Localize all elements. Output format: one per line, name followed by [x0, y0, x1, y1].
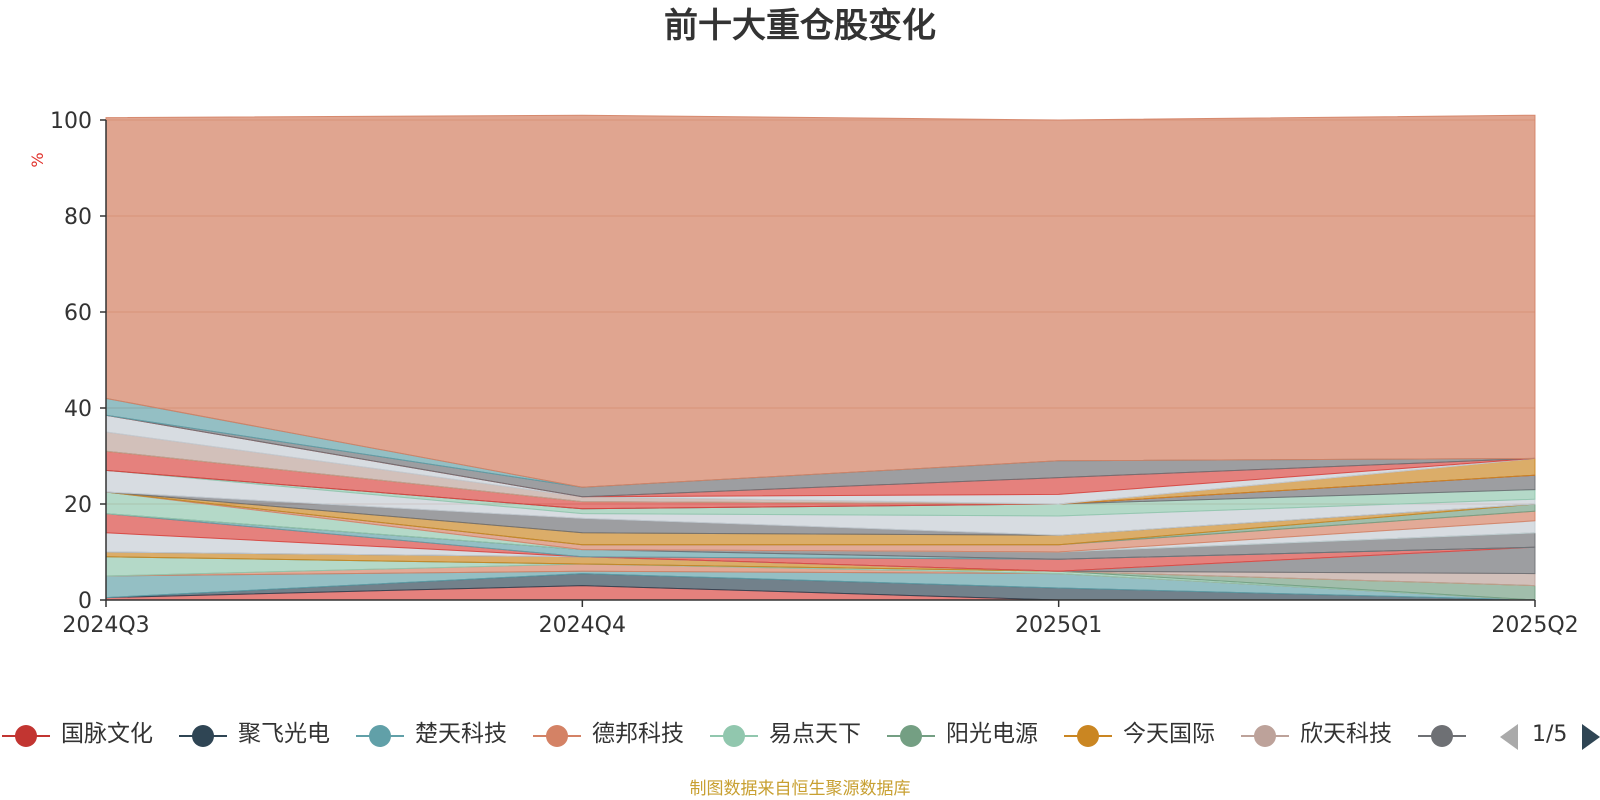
- legend-item-label: 阳光电源: [946, 721, 1038, 747]
- chart-title: 前十大重仓股变化: [664, 6, 936, 46]
- y-tick-label: 0: [78, 589, 92, 614]
- legend-marker-icon: [2, 725, 50, 747]
- legend-item[interactable]: 德邦科技: [531, 715, 704, 755]
- x-tick-label: 2025Q1: [1015, 613, 1102, 638]
- legend-item[interactable]: 阳光电源: [885, 715, 1058, 755]
- legend-page-indicator: 1/5: [1532, 722, 1568, 747]
- y-tick-label: 20: [64, 493, 92, 518]
- legend-item[interactable]: 聚飞光电: [177, 715, 350, 755]
- y-tick-label: 100: [50, 109, 92, 134]
- legend-item-label: 欣天科技: [1300, 721, 1392, 747]
- legend-marker-icon: [1064, 725, 1112, 747]
- legend-item-label: 今天国际: [1123, 721, 1215, 747]
- legend-item-label: 易点天下: [769, 721, 861, 747]
- y-axis-unit-label: %: [28, 152, 47, 167]
- legend-item-label: |: [1477, 715, 1478, 753]
- legend-item[interactable]: 楚天科技: [354, 715, 527, 755]
- y-tick-label: 80: [64, 205, 92, 230]
- legend-marker-icon: [1241, 725, 1289, 747]
- legend-marker-icon: [1418, 725, 1466, 747]
- legend-marker-icon: [887, 725, 935, 747]
- legend-item[interactable]: 欣天科技: [1239, 715, 1412, 755]
- legend-item-label: 楚天科技: [415, 721, 507, 747]
- x-tick-label: 2024Q3: [62, 613, 149, 638]
- legend-prev-page-icon[interactable]: [1498, 722, 1520, 752]
- x-tick-label: 2025Q2: [1491, 613, 1578, 638]
- source-note: 制图数据来自恒生聚源数据库: [689, 779, 911, 799]
- legend-item-label: 德邦科技: [592, 721, 684, 747]
- legend-item[interactable]: 今天国际: [1062, 715, 1235, 755]
- y-tick-label: 40: [64, 397, 92, 422]
- legend-item[interactable]: |: [1416, 715, 1478, 755]
- legend-item[interactable]: 易点天下: [708, 715, 881, 755]
- legend-marker-icon: [710, 725, 758, 747]
- chart-plot: 0 20 40 60 80 100 2024Q3 2024Q4 2025Q1 2025Q2 %: [28, 109, 1579, 638]
- y-tick-label: 60: [64, 301, 92, 326]
- axes: 0 20 40 60 80 100 2024Q3 2024Q4 2025Q1 2025Q2: [50, 109, 1579, 638]
- legend-marker-icon: [533, 725, 581, 747]
- legend-pager: 1/5: [1498, 720, 1600, 754]
- legend-item-label: 国脉文化: [61, 721, 153, 747]
- legend-item-label: 聚飞光电: [238, 721, 330, 747]
- legend-items-viewport: 国脉文化 聚飞光电 楚天科技 德邦科技 易点天下 阳光电源 今天国际 欣天科技 |: [0, 715, 1478, 755]
- legend-marker-icon: [356, 725, 404, 747]
- legend-next-page-icon[interactable]: [1580, 722, 1600, 752]
- x-tick-label: 2024Q4: [539, 613, 626, 638]
- legend: 国脉文化 聚飞光电 楚天科技 德邦科技 易点天下 阳光电源 今天国际 欣天科技 |: [0, 715, 1600, 755]
- area-series-30: [105, 114, 1536, 488]
- area-series-group: [105, 114, 1536, 601]
- legend-marker-icon: [179, 725, 227, 747]
- legend-item[interactable]: 国脉文化: [0, 715, 173, 755]
